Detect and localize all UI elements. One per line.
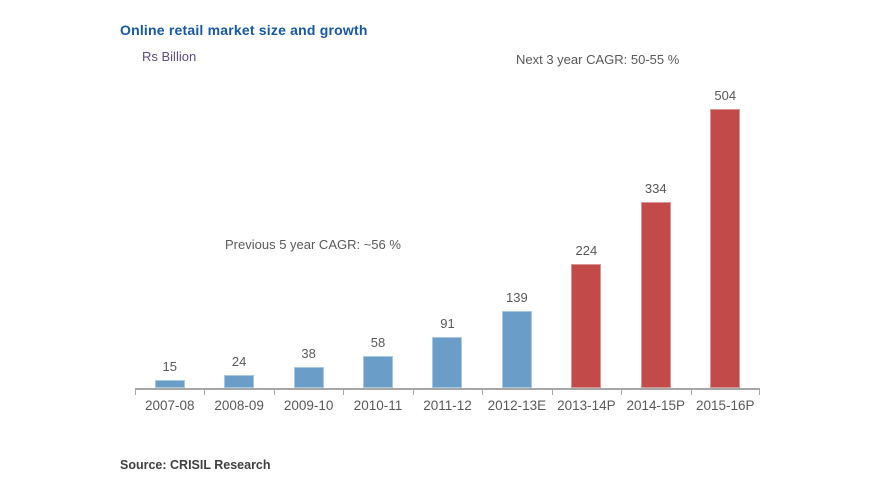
x-axis-ticks [135,390,760,396]
bar-value-label: 334 [644,181,667,196]
bar-value-label: 91 [440,316,455,331]
x-axis-label: 2015-16P [695,398,755,413]
x-axis-tick [690,390,692,395]
x-axis-label: 2011-12 [423,398,472,413]
bar-2015-16P [710,109,741,388]
bar-2007-08 [154,380,185,388]
x-axis-tick [551,390,553,395]
x-axis-tick [273,390,275,395]
bar-2014-15P [640,202,671,388]
bar-2013-14P [571,264,602,388]
bar-2012-13E [501,311,532,388]
bar-2011-12 [432,337,463,388]
x-axis-labels: 2007-08 2008-09 2009-10 2010-11 2011-12 2012-… [135,398,760,413]
bar-2010-11 [363,356,394,388]
source-note: Source: CRISIL Research [120,458,271,472]
x-axis-tick [343,390,345,395]
bar-group: 334 [621,88,690,388]
x-axis-label: 2009-10 [283,398,334,413]
x-axis-tick [412,390,414,395]
bar-value-label: 58 [370,335,386,350]
x-axis-tick [482,390,484,395]
bar-2009-10 [293,367,324,388]
cagr-annotation-next: Next 3 year CAGR: 50-55 % [516,52,680,67]
bar-group: 38 [274,88,343,388]
bar-group: 58 [343,88,412,388]
bar-value-label: 24 [231,354,247,369]
y-axis-unit-label: Rs Billion [142,49,197,64]
bar-value-label: 224 [575,243,598,258]
x-axis-label: 2014-15P [626,398,686,413]
bar-group: 224 [552,88,621,388]
bar-value-label: 15 [162,359,177,374]
bar-group: 15 [135,88,204,388]
x-axis-tick [621,390,623,395]
x-axis-label: 2007-08 [144,398,195,413]
x-axis-tick [204,390,206,395]
bar-group: 504 [691,88,760,388]
x-axis-label: 2010-11 [353,398,403,413]
x-axis-tick [135,390,136,395]
page-title: Online retail market size and growth [120,22,368,38]
bar-group: 24 [204,88,273,388]
bar-chart-plot: 15 24 38 58 91 139 224 334 504 [135,88,760,390]
x-axis-label: 2013-14P [557,398,616,413]
bar-2008-09 [224,375,255,388]
bar-group: 91 [413,88,482,388]
bar-value-label: 38 [301,346,316,361]
x-axis-tick [759,390,760,395]
bar-value-label: 139 [506,290,528,305]
cagr-annotation-previous: Previous 5 year CAGR: ~56 % [225,237,401,252]
bar-value-label: 504 [714,88,737,103]
bar-group: 139 [482,88,551,388]
x-axis-label: 2012-13E [487,398,547,413]
x-axis-label: 2008-09 [214,398,264,413]
